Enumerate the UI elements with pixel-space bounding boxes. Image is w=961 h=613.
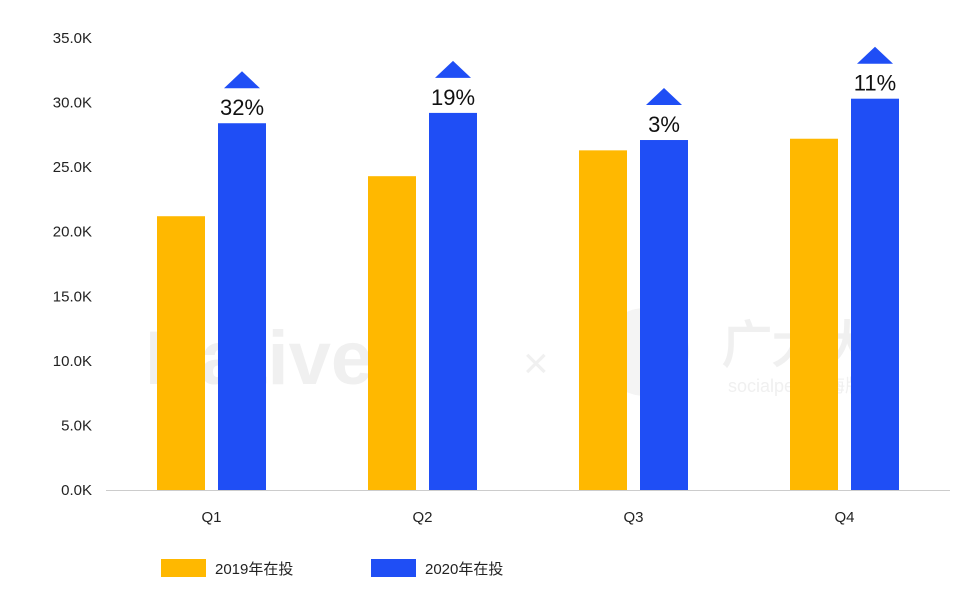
y-axis: 0.0K 5.0K 10.0K 15.0K 20.0K 25.0K 30.0K 35.0K (53, 30, 92, 499)
legend: 2019年在投 2020年在投 (161, 559, 503, 578)
bar-q1-series-2 (218, 123, 266, 490)
up-triangle-icon (224, 71, 260, 89)
y-tick-label: 20.0K (53, 224, 92, 241)
legend-label: 2020年在投 (425, 561, 503, 578)
up-triangle-icon (435, 60, 471, 78)
x-tick-label: Q1 (201, 509, 221, 526)
bar-q2-series-2 (429, 112, 477, 490)
y-tick-label: 15.0K (53, 288, 92, 305)
growth-percent-label: 32% (220, 95, 264, 120)
x-tick-label: Q2 (412, 509, 432, 526)
legend-swatch (161, 559, 206, 577)
y-tick-label: 30.0K (53, 95, 92, 112)
bar-q3-series-2 (640, 140, 688, 490)
growth-percent-label: 11% (854, 71, 896, 96)
x-tick-label: Q4 (834, 509, 854, 526)
y-tick-label: 25.0K (53, 159, 92, 176)
y-tick-label: 5.0K (61, 417, 92, 434)
bar-q2-series-1 (368, 176, 416, 490)
bar-q4-series-2 (851, 98, 899, 490)
y-tick-label: 35.0K (53, 30, 92, 47)
bar-q1-series-1 (157, 216, 205, 490)
y-tick-label: 10.0K (53, 353, 92, 370)
growth-percent-label: 19% (431, 85, 475, 110)
bar-q3-series-1 (579, 150, 627, 490)
growth-annotations: 32% 19% 3% 11% (220, 46, 896, 137)
watermark-separator: × (523, 339, 549, 388)
bar-q4-series-1 (790, 138, 838, 490)
y-tick-label: 0.0K (61, 482, 92, 499)
growth-percent-label: 3% (648, 112, 680, 137)
x-tick-label: Q3 (623, 509, 643, 526)
bars (157, 98, 899, 490)
x-axis: Q1 Q2 Q3 Q4 (201, 509, 854, 526)
up-triangle-icon (857, 46, 893, 64)
legend-label: 2019年在投 (215, 561, 293, 578)
up-triangle-icon (646, 88, 682, 106)
legend-swatch (371, 559, 416, 577)
